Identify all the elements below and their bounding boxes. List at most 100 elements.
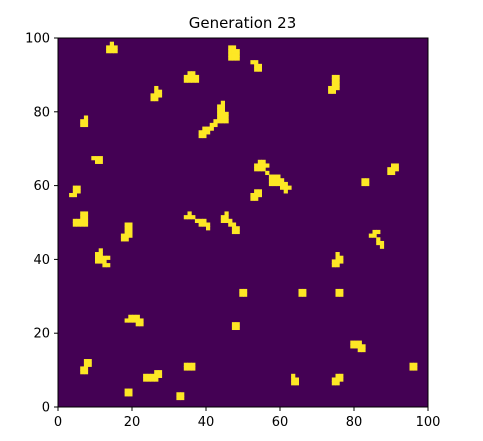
live-cell — [339, 377, 344, 382]
live-cell — [250, 196, 255, 201]
live-cell — [235, 325, 240, 331]
live-cell — [80, 122, 85, 128]
x-tick-label: 60 — [272, 415, 289, 430]
live-cell — [294, 377, 299, 382]
live-cell — [80, 218, 85, 223]
y-tick-label: 60 — [33, 179, 50, 194]
live-cell — [379, 244, 385, 249]
live-cell — [202, 222, 207, 227]
live-cell — [183, 74, 188, 80]
live-cell — [124, 222, 129, 227]
live-cell — [143, 373, 148, 378]
live-cell — [83, 215, 89, 220]
live-cell — [276, 181, 281, 187]
live-cell — [231, 222, 237, 227]
live-cell — [357, 344, 362, 349]
live-cell — [128, 226, 133, 231]
live-cell — [106, 255, 111, 260]
live-cell — [254, 196, 259, 201]
live-cell — [213, 122, 218, 128]
live-cell — [154, 97, 159, 102]
live-cell — [72, 185, 77, 190]
live-cell — [339, 373, 344, 378]
live-cell — [335, 255, 340, 260]
live-cell — [257, 63, 262, 69]
live-cell — [354, 344, 359, 349]
live-cell — [80, 119, 85, 124]
live-cell — [335, 292, 340, 297]
live-cell — [391, 170, 396, 176]
live-cell — [120, 237, 126, 242]
live-cell — [331, 259, 336, 264]
live-cell — [272, 178, 277, 183]
live-cell — [83, 122, 89, 128]
live-cell — [228, 56, 233, 61]
live-cell — [194, 78, 200, 83]
live-cell — [124, 388, 129, 393]
live-cell — [150, 93, 155, 98]
live-cell — [220, 115, 225, 120]
live-cell — [335, 82, 340, 87]
live-cell — [176, 395, 181, 401]
y-tick-label: 20 — [33, 327, 50, 342]
live-cell — [124, 318, 129, 323]
live-cell — [272, 181, 277, 187]
live-cell — [302, 288, 307, 294]
live-cell — [220, 108, 225, 113]
live-cell — [372, 233, 377, 238]
live-cell — [83, 119, 89, 124]
live-cell — [180, 392, 185, 397]
live-cell — [331, 381, 336, 386]
live-cell — [176, 392, 181, 397]
live-cell — [80, 211, 85, 216]
live-cell — [187, 362, 192, 367]
live-cell — [335, 74, 340, 80]
live-cell — [387, 167, 392, 172]
live-cell — [217, 104, 222, 109]
live-cell — [291, 381, 296, 386]
live-cell — [331, 85, 336, 91]
live-cell — [272, 174, 277, 179]
live-cell — [183, 366, 188, 371]
live-cell — [368, 233, 373, 238]
live-cell — [231, 52, 237, 57]
live-cell — [254, 67, 259, 72]
live-cell — [239, 288, 244, 294]
live-cell — [235, 226, 240, 231]
live-cell — [120, 233, 126, 238]
chart-title: Generation 23 — [189, 14, 297, 32]
live-cell — [257, 67, 262, 72]
live-cell — [413, 366, 418, 371]
x-tick-label: 80 — [346, 415, 363, 430]
live-cell — [202, 130, 207, 135]
live-cell — [287, 185, 292, 190]
live-cell — [291, 373, 296, 378]
live-cell — [76, 222, 81, 227]
live-cell — [83, 222, 89, 227]
live-cell — [187, 211, 192, 216]
live-cell — [128, 222, 133, 227]
live-cell — [335, 85, 340, 91]
live-cell — [391, 167, 396, 172]
live-cell — [331, 89, 336, 94]
live-cell — [202, 218, 207, 223]
live-cell — [128, 314, 133, 319]
live-cell — [261, 167, 266, 172]
live-cell — [335, 377, 340, 382]
live-cell — [206, 226, 211, 231]
live-cell — [98, 156, 103, 161]
live-cell — [376, 237, 381, 242]
live-cell — [191, 74, 196, 80]
live-cell — [187, 71, 192, 76]
live-cell — [254, 63, 259, 69]
live-cell — [80, 215, 85, 220]
live-cell — [335, 259, 340, 264]
live-cell — [154, 373, 159, 378]
live-cell — [265, 170, 270, 176]
live-cell — [331, 78, 336, 83]
live-cell — [339, 255, 344, 260]
plot-area — [58, 38, 428, 407]
live-cell — [268, 181, 274, 187]
live-cell — [106, 45, 111, 50]
